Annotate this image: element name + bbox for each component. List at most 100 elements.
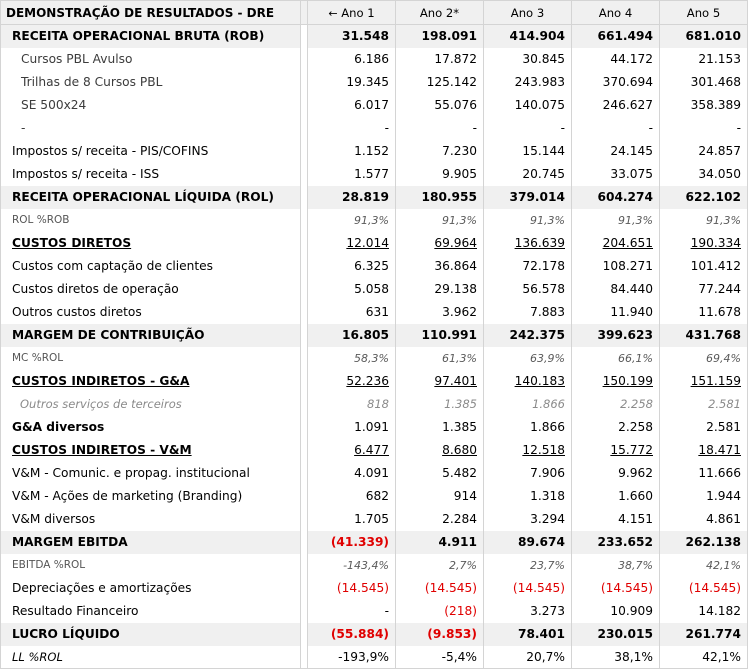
column-gap [300, 47, 308, 71]
cell-ano-4: 2.258 [571, 392, 660, 416]
cell-value: 52.236 [346, 374, 389, 388]
cell-ano-2: (218) [395, 599, 484, 623]
cell-value: 1.318 [530, 489, 565, 503]
cell-ano-4: 233.652 [571, 530, 660, 554]
cell-value: -193,9% [338, 649, 389, 664]
cell-value: 84.440 [610, 282, 653, 296]
cell-ano-3: 3.294 [483, 507, 572, 531]
cell-value: 6.477 [354, 443, 389, 457]
cell-value: 55.076 [434, 98, 477, 112]
cell-ano-3: 7.883 [483, 300, 572, 324]
year-header-2: Ano 2* [395, 0, 484, 25]
cell-value: 7.883 [530, 305, 565, 319]
table-row: V&M - Comunic. e propag. institucional 4.… [0, 461, 748, 485]
cell-ano-4: 399.623 [571, 323, 660, 347]
cell-value: 17.872 [434, 52, 477, 66]
cell-ano-3: 243.983 [483, 70, 572, 94]
table-title: DEMONSTRAÇÃO DE RESULTADOS - DRE [0, 0, 301, 25]
cell-value: 150.199 [602, 374, 653, 388]
cell-ano-5: 42,1% [659, 645, 748, 669]
cell-ano-3: 140.183 [483, 369, 572, 393]
cell-ano-1: 5.058 [307, 277, 396, 301]
cell-ano-5: 18.471 [659, 438, 748, 462]
cell-ano-1: - [307, 116, 396, 140]
table-row: CUSTOS INDIRETOS - V&M 6.477 8.680 12.518 15… [0, 438, 748, 462]
cell-value: 89.674 [517, 535, 565, 549]
cell-value: 6.186 [354, 52, 389, 66]
cell-value: 110.991 [421, 328, 477, 342]
cell-ano-3: 63,9% [483, 346, 572, 370]
column-gap [300, 484, 308, 508]
cell-value: 622.102 [685, 190, 741, 204]
cell-value: 190.334 [690, 236, 741, 250]
column-gap [300, 0, 308, 25]
cell-value: 31.548 [341, 29, 389, 44]
cell-value: 2.258 [620, 397, 653, 411]
cell-value: 9.905 [442, 167, 477, 181]
cell-value: 69,4% [706, 351, 741, 365]
cell-value: 2.581 [706, 420, 741, 434]
cell-ano-2: 914 [395, 484, 484, 508]
cell-value: 4.861 [706, 512, 741, 526]
arrow-left-icon[interactable]: ← [328, 6, 338, 20]
cell-ano-1: (14.545) [307, 576, 396, 600]
table-row: Outros serviços de terceiros 818 1.385 1.86… [0, 392, 748, 416]
column-gap [300, 392, 308, 416]
cell-ano-3: 7.906 [483, 461, 572, 485]
cell-value: 399.623 [597, 328, 653, 342]
cell-ano-1: 12.014 [307, 231, 396, 255]
column-gap [300, 438, 308, 462]
table-row: Outros custos diretos 631 3.962 7.883 11.940… [0, 300, 748, 324]
cell-value: 140.075 [514, 98, 565, 112]
cell-value: 261.774 [685, 627, 741, 641]
cell-value: 66,1% [618, 351, 653, 365]
cell-ano-4: 246.627 [571, 93, 660, 117]
column-gap [300, 208, 308, 232]
year-header-1[interactable]: ← Ano 1 [307, 0, 396, 25]
cell-ano-4: 1.660 [571, 484, 660, 508]
cell-ano-2: (9.853) [395, 622, 484, 646]
cell-value: 2.581 [708, 397, 741, 411]
cell-ano-2: 69.964 [395, 231, 484, 255]
cell-value: (14.545) [512, 581, 565, 595]
cell-value: 1.385 [442, 420, 477, 434]
cell-ano-2: 125.142 [395, 70, 484, 94]
row-label: Trilhas de 8 Cursos PBL [0, 70, 301, 94]
table-row: Trilhas de 8 Cursos PBL 19.345 125.142 243.… [0, 70, 748, 94]
table-row: Impostos s/ receita - ISS 1.577 9.905 20.74… [0, 162, 748, 186]
column-gap [300, 231, 308, 255]
cell-value: 15.144 [522, 144, 565, 158]
cell-ano-2: 61,3% [395, 346, 484, 370]
cell-ano-5: 358.389 [659, 93, 748, 117]
cell-value: 230.015 [597, 627, 653, 641]
cell-value: 33.075 [610, 167, 653, 181]
row-label: EBITDA %ROL [0, 553, 301, 577]
cell-value: 24.145 [610, 144, 653, 158]
column-gap [300, 346, 308, 370]
column-gap [300, 139, 308, 163]
cell-ano-5: 2.581 [659, 415, 748, 439]
table-row: CUSTOS DIRETOS 12.014 69.964 136.639 204.651… [0, 231, 748, 255]
cell-value: 11.666 [698, 466, 741, 480]
column-gap [300, 185, 308, 209]
cell-ano-2: (14.545) [395, 576, 484, 600]
cell-value: 16.805 [341, 328, 389, 342]
cell-ano-3: 414.904 [483, 24, 572, 48]
cell-ano-2: 91,3% [395, 208, 484, 232]
cell-value: 5.482 [442, 466, 477, 480]
cell-ano-2: 1.385 [395, 392, 484, 416]
table-row: CUSTOS INDIRETOS - G&A 52.236 97.401 140.18… [0, 369, 748, 393]
cell-value: 1.660 [618, 489, 653, 503]
cell-ano-1: 28.819 [307, 185, 396, 209]
cell-value: 358.389 [690, 98, 741, 112]
cell-ano-2: 180.955 [395, 185, 484, 209]
cell-ano-2: 17.872 [395, 47, 484, 71]
cell-ano-1: 1.577 [307, 162, 396, 186]
cell-ano-1: 16.805 [307, 323, 396, 347]
table-row: V&M - Ações de marketing (Branding) 682 91… [0, 484, 748, 508]
cell-value: 682 [365, 489, 389, 503]
cell-ano-5: 34.050 [659, 162, 748, 186]
cell-value: 3.294 [530, 512, 565, 526]
cell-value: 1.705 [354, 512, 389, 526]
cell-ano-2: 97.401 [395, 369, 484, 393]
